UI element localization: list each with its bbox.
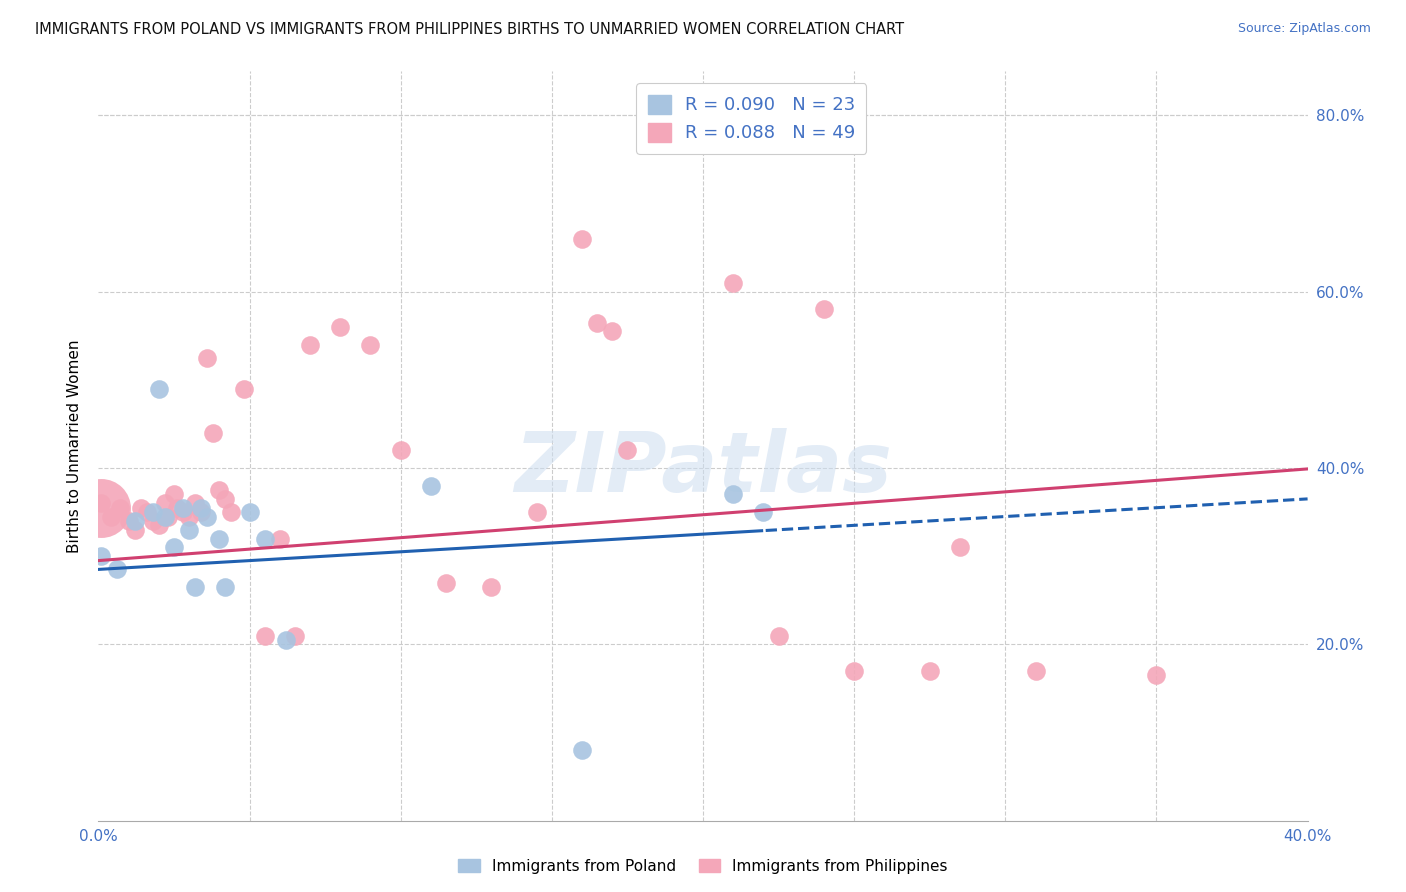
Point <box>142 514 165 528</box>
Text: Source: ZipAtlas.com: Source: ZipAtlas.com <box>1237 22 1371 36</box>
Point <box>108 500 131 515</box>
Point <box>616 443 638 458</box>
Point <box>586 316 609 330</box>
Point <box>813 302 835 317</box>
Point <box>844 664 866 678</box>
Point <box>1024 664 1046 678</box>
Point <box>420 478 443 492</box>
Point <box>329 320 352 334</box>
Point <box>172 500 194 515</box>
Point <box>299 337 322 351</box>
Point <box>184 580 207 594</box>
Point <box>124 523 146 537</box>
Point <box>481 580 503 594</box>
Point <box>124 514 146 528</box>
Point <box>360 337 382 351</box>
Point <box>526 505 548 519</box>
Point <box>90 549 112 564</box>
Y-axis label: Births to Unmarried Women: Births to Unmarried Women <box>67 339 83 553</box>
Point <box>163 541 186 555</box>
Point <box>949 541 972 555</box>
Point <box>752 505 775 519</box>
Point <box>208 483 231 497</box>
Point <box>166 500 188 515</box>
Point <box>214 491 236 506</box>
Point <box>105 562 128 576</box>
Point <box>723 276 745 290</box>
Point <box>274 632 297 647</box>
Point <box>602 325 624 339</box>
Point <box>768 628 790 642</box>
Point <box>723 487 745 501</box>
Point <box>148 382 170 396</box>
Point <box>90 496 112 510</box>
Point <box>1144 668 1167 682</box>
Point <box>118 514 141 528</box>
Point <box>195 351 218 365</box>
Text: ZIPatlas: ZIPatlas <box>515 428 891 509</box>
Legend: Immigrants from Poland, Immigrants from Philippines: Immigrants from Poland, Immigrants from … <box>451 853 955 880</box>
Point <box>190 505 212 519</box>
Point <box>190 500 212 515</box>
Point <box>184 496 207 510</box>
Point <box>221 505 243 519</box>
Point <box>129 500 152 515</box>
Point <box>253 628 276 642</box>
Point <box>100 509 122 524</box>
Point <box>135 505 157 519</box>
Point <box>142 505 165 519</box>
Point <box>239 505 262 519</box>
Point <box>163 487 186 501</box>
Legend: R = 0.090   N = 23, R = 0.088   N = 49: R = 0.090 N = 23, R = 0.088 N = 49 <box>637 84 866 153</box>
Point <box>202 425 225 440</box>
Point <box>153 496 176 510</box>
Point <box>90 500 112 515</box>
Point <box>148 518 170 533</box>
Point <box>195 509 218 524</box>
Point <box>571 743 593 757</box>
Point <box>269 532 291 546</box>
Point <box>389 443 412 458</box>
Point <box>918 664 941 678</box>
Point <box>214 580 236 594</box>
Point <box>434 575 457 590</box>
Point <box>253 532 276 546</box>
Point <box>284 628 307 642</box>
Point <box>571 232 593 246</box>
Point <box>153 509 176 524</box>
Point <box>179 523 201 537</box>
Point <box>179 509 201 524</box>
Point <box>156 509 179 524</box>
Text: IMMIGRANTS FROM POLAND VS IMMIGRANTS FROM PHILIPPINES BIRTHS TO UNMARRIED WOMEN : IMMIGRANTS FROM POLAND VS IMMIGRANTS FRO… <box>35 22 904 37</box>
Point <box>172 505 194 519</box>
Point <box>232 382 254 396</box>
Point <box>208 532 231 546</box>
